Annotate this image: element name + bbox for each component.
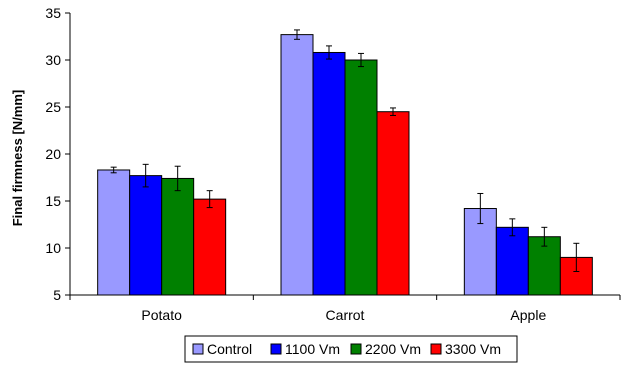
legend-swatch-3300-vm <box>430 343 442 355</box>
bar-apple-1100-vm <box>495 226 529 296</box>
bar-potato-2200-vm <box>161 177 195 296</box>
bar-potato-control <box>97 169 131 296</box>
x-axis-ticks: Potato Carrot Apple <box>69 295 621 323</box>
x-tick-label: Carrot <box>326 307 365 323</box>
bar-potato-1100-vm <box>129 175 163 296</box>
bar-potato-3300-vm <box>193 198 227 296</box>
legend-swatch-control <box>192 343 204 355</box>
bar-carrot-control <box>280 34 314 296</box>
bar-carrot-2200-vm <box>344 59 378 296</box>
legend-label: 2200 Vm <box>365 341 421 357</box>
bar-carrot-3300-vm <box>376 111 410 296</box>
legend-swatch-2200-vm <box>350 343 362 355</box>
y-axis-ticks: 5 10 15 20 25 30 35 <box>45 5 70 303</box>
legend: Control 1100 Vm 2200 Vm 3300 Vm <box>184 335 518 363</box>
legend-swatch-1100-vm <box>270 343 282 355</box>
axes <box>69 13 620 296</box>
bars <box>97 29 593 296</box>
y-tick-label: 30 <box>45 52 61 68</box>
y-tick-label: 10 <box>45 240 61 256</box>
legend-label: Control <box>207 341 252 357</box>
y-tick-label: 20 <box>45 146 61 162</box>
y-axis-label: Final firmness [N/mm] <box>10 90 25 227</box>
x-tick-label: Potato <box>141 307 182 323</box>
x-tick-label: Apple <box>510 307 546 323</box>
y-tick-label: 25 <box>45 99 61 115</box>
bar-carrot-1100-vm <box>312 51 346 296</box>
y-tick-label: 35 <box>45 5 61 21</box>
y-tick-label: 5 <box>53 287 61 303</box>
legend-label: 1100 Vm <box>285 341 340 357</box>
legend-label: 3300 Vm <box>445 341 501 357</box>
y-tick-label: 15 <box>45 193 61 209</box>
